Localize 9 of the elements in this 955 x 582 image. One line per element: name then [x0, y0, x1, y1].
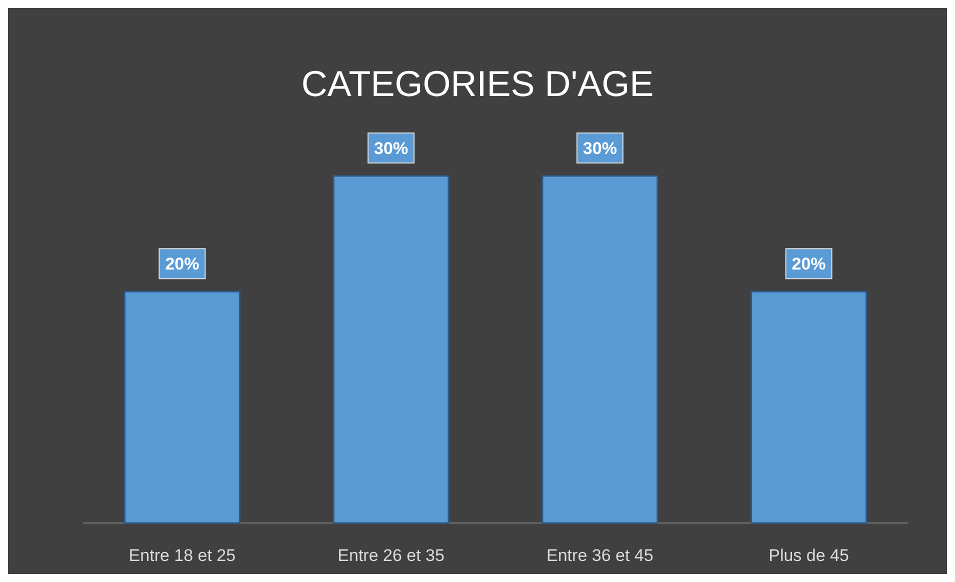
x-tick-label: Entre 26 et 35: [338, 546, 444, 565]
data-label: 20%: [792, 254, 826, 274]
data-label: 30%: [582, 139, 617, 158]
x-tick-label: Plus de 45: [768, 546, 849, 565]
chart-title: CATEGORIES D'AGE: [301, 63, 654, 104]
data-label: 20%: [165, 254, 200, 274]
x-tick-label: Entre 18 et 25: [128, 546, 236, 565]
data-label: 30%: [374, 139, 408, 158]
x-tick-label: Entre 36 et 45: [546, 546, 654, 565]
